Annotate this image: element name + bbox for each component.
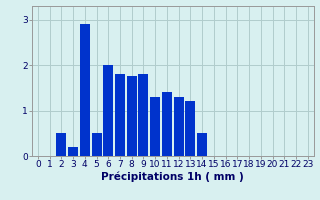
- Bar: [174, 97, 184, 156]
- Bar: [139, 74, 148, 156]
- Bar: [127, 76, 137, 156]
- Bar: [197, 133, 207, 156]
- Bar: [80, 24, 90, 156]
- Bar: [68, 147, 78, 156]
- Bar: [92, 133, 101, 156]
- Bar: [185, 101, 196, 156]
- Bar: [150, 97, 160, 156]
- Bar: [56, 133, 66, 156]
- X-axis label: Précipitations 1h ( mm ): Précipitations 1h ( mm ): [101, 172, 244, 182]
- Bar: [103, 65, 113, 156]
- Bar: [115, 74, 125, 156]
- Bar: [162, 92, 172, 156]
